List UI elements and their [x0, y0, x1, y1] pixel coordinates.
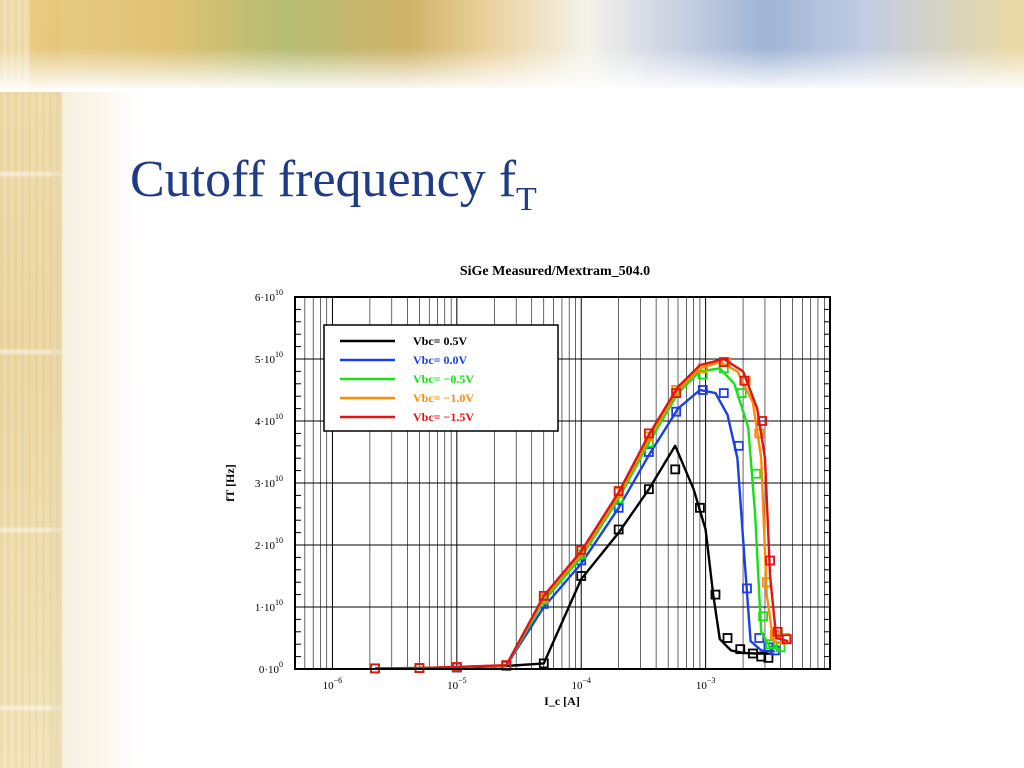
- legend-label-2: Vbc= −0.5V: [413, 372, 474, 386]
- data-marker-series-0: [710, 589, 721, 600]
- data-marker-series-0: [643, 484, 654, 495]
- y-tick-label: 3·1010: [255, 474, 283, 490]
- x-tick-label: 10−6: [323, 676, 343, 692]
- data-marker-series-0: [735, 644, 746, 655]
- slide-title: Cutoff frequency fT: [130, 150, 537, 218]
- data-marker-series-4: [739, 375, 750, 386]
- legend-label-1: Vbc= 0.0V: [413, 353, 468, 367]
- data-marker-series-4: [576, 545, 587, 555]
- data-marker-series-2: [758, 611, 769, 622]
- data-marker-series-0: [576, 571, 587, 581]
- data-marker-series-1: [718, 388, 729, 399]
- data-marker-series-4: [765, 555, 776, 566]
- legend-label-3: Vbc= −1.0V: [413, 391, 474, 405]
- x-tick-label: 10−4: [571, 676, 591, 692]
- slide-title-main: Cutoff frequency f: [130, 151, 517, 208]
- y-tick-label: 2·1010: [255, 536, 283, 552]
- data-marker-series-4: [538, 590, 549, 601]
- x-tick-label: 10−3: [696, 676, 716, 692]
- data-marker-series-4: [781, 634, 792, 645]
- x-tick-label: 10−5: [447, 676, 467, 692]
- data-marker-series-4: [718, 357, 729, 367]
- y-tick-label: 5·1010: [255, 350, 283, 366]
- y-axis-label: fT [Hz]: [223, 464, 237, 501]
- slide-title-subscript: T: [516, 181, 537, 218]
- series-line-4: [374, 357, 789, 670]
- series-line-1: [374, 388, 775, 670]
- banner-glow: [0, 48, 1024, 92]
- data-marker-series-1: [613, 502, 624, 513]
- data-marker-series-4: [613, 486, 624, 496]
- plot-frame: [294, 296, 831, 670]
- y-tick-label: 4·1010: [255, 412, 283, 428]
- y-tick-label: 0·100: [259, 660, 283, 676]
- data-marker-series-0: [722, 633, 733, 643]
- data-marker-series-2: [751, 468, 762, 479]
- y-tick-label: 6·1010: [255, 288, 283, 304]
- chart-axes: 0·100 1·1010 2·1010 3·1010 4·1010 5·1010 6·101…: [255, 288, 716, 692]
- data-marker-series-1: [754, 633, 765, 643]
- data-marker-series-0: [613, 524, 624, 535]
- data-marker-series-3: [780, 633, 791, 643]
- decorative-side-strip: [0, 0, 62, 768]
- data-marker-series-1: [742, 583, 752, 594]
- data-marker-series-2: [765, 639, 776, 650]
- decorative-side-fade: [52, 0, 142, 768]
- data-marker-series-4: [772, 626, 783, 637]
- data-marker-series-0: [538, 658, 549, 669]
- data-marker-series-0: [695, 502, 705, 513]
- legend-label-4: Vbc= −1.5V: [413, 410, 474, 424]
- data-marker-series-0: [670, 464, 681, 475]
- decorative-banner: [0, 0, 1024, 92]
- x-axis-label: I_c [A]: [544, 694, 580, 708]
- fT-vs-Ic-chart: SiGe Measured/Mextram_504.0 0·100 1·1010 2…: [223, 264, 831, 708]
- series-line-0: [374, 444, 769, 670]
- data-marker-series-1: [697, 385, 708, 395]
- data-marker-series-4: [643, 428, 654, 439]
- legend-label-0: Vbc= 0.5V: [413, 334, 468, 348]
- data-marker-series-2: [697, 369, 708, 380]
- chart-legend: Vbc= 0.5V Vbc= 0.0V Vbc= −0.5V Vbc= −1.0V Vb…: [323, 324, 559, 432]
- data-marker-series-0: [763, 652, 774, 663]
- chart-title: SiGe Measured/Mextram_504.0: [460, 264, 650, 279]
- data-marker-series-4: [671, 388, 682, 399]
- data-marker-series-4: [757, 416, 768, 426]
- data-marker-series-2: [736, 388, 747, 399]
- data-marker-series-1: [733, 440, 744, 451]
- y-tick-label: 1·1010: [255, 598, 283, 614]
- data-marker-series-1: [671, 406, 682, 417]
- chart-series: [370, 357, 792, 674]
- data-marker-series-4: [451, 662, 462, 672]
